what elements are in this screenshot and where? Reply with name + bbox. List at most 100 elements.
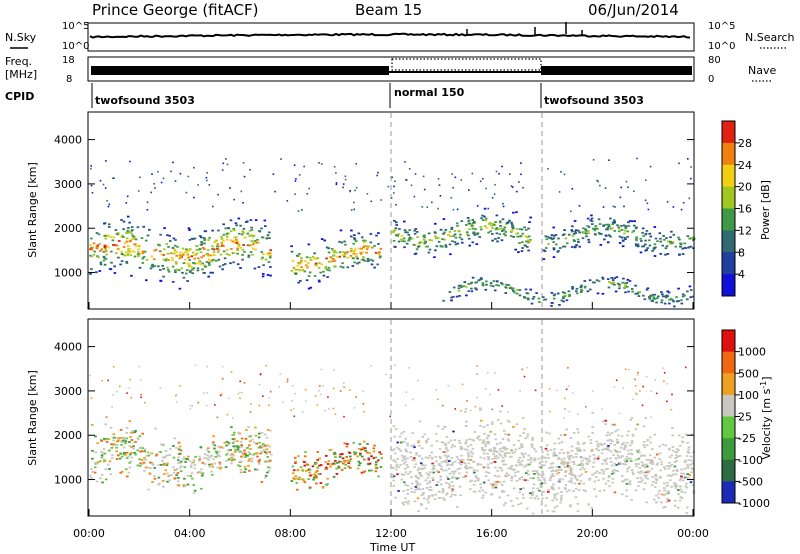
range-gate-cell xyxy=(297,210,300,212)
range-gate-cell xyxy=(103,246,107,249)
range-gate-cell xyxy=(651,250,654,252)
nave-tick-top: 80 xyxy=(708,55,721,66)
range-gate-cell xyxy=(157,171,159,173)
range-gate-cell xyxy=(159,233,162,236)
range-gate-cell xyxy=(293,164,296,166)
range-gate-cell xyxy=(660,463,663,466)
range-gate-cell xyxy=(496,481,499,483)
range-gate-cell xyxy=(491,227,494,229)
range-gate-cell xyxy=(258,432,261,435)
range-gate-cell xyxy=(650,390,653,392)
range-gate-cell xyxy=(634,243,638,246)
range-gate-cell xyxy=(568,455,571,458)
range-gate-cell xyxy=(303,481,307,484)
range-gate-cell xyxy=(627,368,630,371)
range-gate-cell xyxy=(236,446,239,448)
range-gate-cell xyxy=(469,409,472,412)
range-gate-cell xyxy=(662,466,666,468)
range-gate-cell xyxy=(408,229,411,231)
range-gate-cell xyxy=(230,434,234,436)
range-gate-cell xyxy=(119,385,121,388)
range-gate-cell xyxy=(140,396,142,399)
range-gate-cell xyxy=(97,256,100,259)
range-gate-cell xyxy=(155,453,159,456)
range-gate-cell xyxy=(356,467,360,470)
range-gate-cell xyxy=(665,295,668,297)
range-gate-cell xyxy=(418,473,422,475)
range-gate-cell xyxy=(458,442,462,445)
range-gate-cell xyxy=(553,496,556,499)
range-gate-cell xyxy=(677,236,680,239)
range-gate-cell xyxy=(498,453,501,456)
range-gate-cell xyxy=(471,227,475,230)
range-gate-cell xyxy=(652,248,656,250)
range-gate-cell xyxy=(682,441,685,444)
range-gate-cell xyxy=(636,477,639,479)
range-gate-cell xyxy=(674,457,677,459)
range-gate-cell xyxy=(115,450,118,453)
range-gate-cell xyxy=(435,245,439,248)
range-gate-cell xyxy=(254,434,258,437)
range-gate-cell xyxy=(254,248,257,251)
range-gate-cell xyxy=(129,431,132,434)
range-gate-cell xyxy=(140,463,144,465)
range-gate-cell xyxy=(179,452,182,455)
range-gate-cell xyxy=(320,368,323,371)
range-gate-cell xyxy=(414,488,417,491)
range-gate-cell xyxy=(630,220,634,223)
range-gate-cell xyxy=(307,243,311,246)
range-gate-cell xyxy=(115,233,119,235)
range-gate-cell xyxy=(339,265,343,268)
range-gate-cell xyxy=(494,486,498,489)
colorbar-tick-label: -1000 xyxy=(738,497,770,510)
y-tick-label: 3000 xyxy=(54,178,82,191)
range-gate-cell xyxy=(153,475,156,477)
range-gate-cell xyxy=(466,445,470,448)
range-gate-cell xyxy=(315,470,319,472)
range-gate-cell xyxy=(291,465,295,468)
range-gate-cell xyxy=(525,240,528,243)
range-gate-cell xyxy=(645,249,648,251)
range-gate-cell xyxy=(511,288,514,291)
range-gate-cell xyxy=(538,489,541,492)
range-gate-cell xyxy=(308,471,311,474)
range-gate-cell xyxy=(117,439,120,442)
range-gate-cell xyxy=(247,254,251,257)
range-gate-cell xyxy=(638,451,641,454)
range-gate-cell xyxy=(172,445,175,447)
range-gate-cell xyxy=(541,296,545,298)
range-gate-cell xyxy=(572,461,576,463)
range-gate-cell xyxy=(455,455,459,458)
range-gate-cell xyxy=(172,237,176,240)
colorbar-cell xyxy=(722,481,735,504)
range-gate-cell xyxy=(101,379,103,382)
range-gate-cell xyxy=(442,489,445,492)
range-gate-cell xyxy=(350,250,353,252)
range-gate-cell xyxy=(471,447,475,450)
range-gate-cell xyxy=(577,443,580,446)
range-gate-cell xyxy=(504,448,507,451)
range-gate-cell xyxy=(691,237,694,240)
range-gate-cell xyxy=(183,458,186,461)
range-gate-cell xyxy=(476,462,480,465)
range-gate-cell xyxy=(639,470,643,473)
range-gate-cell xyxy=(487,442,490,445)
range-gate-cell xyxy=(560,458,563,461)
range-gate-cell xyxy=(218,265,222,268)
range-gate-cell xyxy=(320,238,324,240)
range-gate-cell xyxy=(495,455,498,457)
range-gate-cell xyxy=(458,462,461,464)
range-gate-cell xyxy=(291,472,295,475)
range-gate-cell xyxy=(230,462,233,465)
range-gate-cell xyxy=(681,253,685,255)
range-gate-cell xyxy=(90,468,93,470)
range-gate-cell xyxy=(322,270,325,273)
range-gate-cell xyxy=(177,459,180,462)
range-gate-cell xyxy=(313,473,316,476)
range-gate-cell xyxy=(430,239,434,242)
range-gate-cell xyxy=(621,239,625,242)
range-gate-cell xyxy=(675,454,678,457)
range-gate-cell xyxy=(326,268,329,271)
range-gate-cell xyxy=(219,467,223,469)
range-gate-cell xyxy=(687,459,690,461)
